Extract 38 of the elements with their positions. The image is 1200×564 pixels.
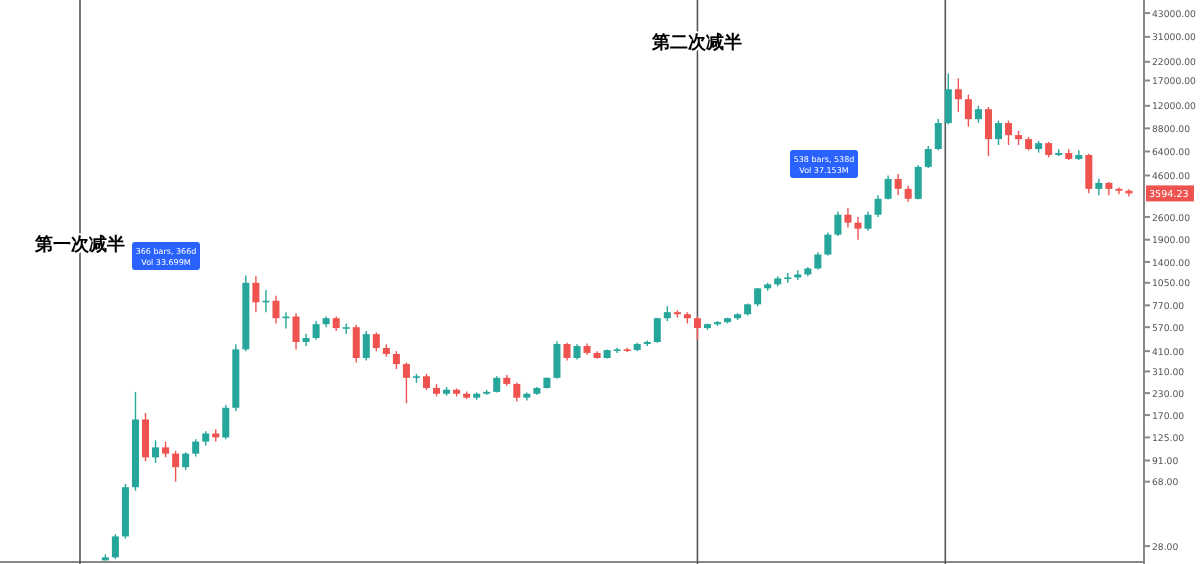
candlestick xyxy=(402,361,410,404)
candlestick xyxy=(222,404,230,440)
candlestick xyxy=(142,412,150,462)
candlestick xyxy=(994,119,1002,146)
candlestick xyxy=(272,294,280,325)
candlestick xyxy=(553,340,561,380)
candlestick xyxy=(352,323,360,364)
candlestick xyxy=(252,275,260,313)
candlestick xyxy=(864,210,872,232)
candlestick xyxy=(172,450,180,483)
candlestick xyxy=(854,216,862,241)
candlestick xyxy=(1005,119,1013,146)
candlestick xyxy=(924,145,932,169)
candlestick xyxy=(302,333,310,347)
candlestick xyxy=(894,173,902,197)
candlestick xyxy=(392,350,400,370)
candlestick xyxy=(964,93,972,128)
candlestick xyxy=(984,106,992,157)
candlestick xyxy=(111,533,119,560)
candlestick xyxy=(874,194,882,218)
candlestick xyxy=(653,316,661,344)
candlestick xyxy=(292,312,300,351)
candlestick xyxy=(844,207,852,229)
candlestick xyxy=(934,118,942,152)
candlestick xyxy=(884,174,892,201)
annotation: 第一次减半 xyxy=(32,234,125,256)
candlestick xyxy=(914,164,922,201)
candlestick xyxy=(944,72,952,126)
candlestick xyxy=(362,330,370,362)
candlestick xyxy=(1085,153,1093,194)
candlestick xyxy=(834,210,842,237)
candlestick xyxy=(312,320,320,341)
candlestick xyxy=(513,382,521,403)
candlestick xyxy=(693,315,701,341)
candlestick xyxy=(954,77,962,113)
candlestick xyxy=(372,331,380,352)
candlestick xyxy=(152,439,160,464)
candlestick xyxy=(1115,186,1123,196)
